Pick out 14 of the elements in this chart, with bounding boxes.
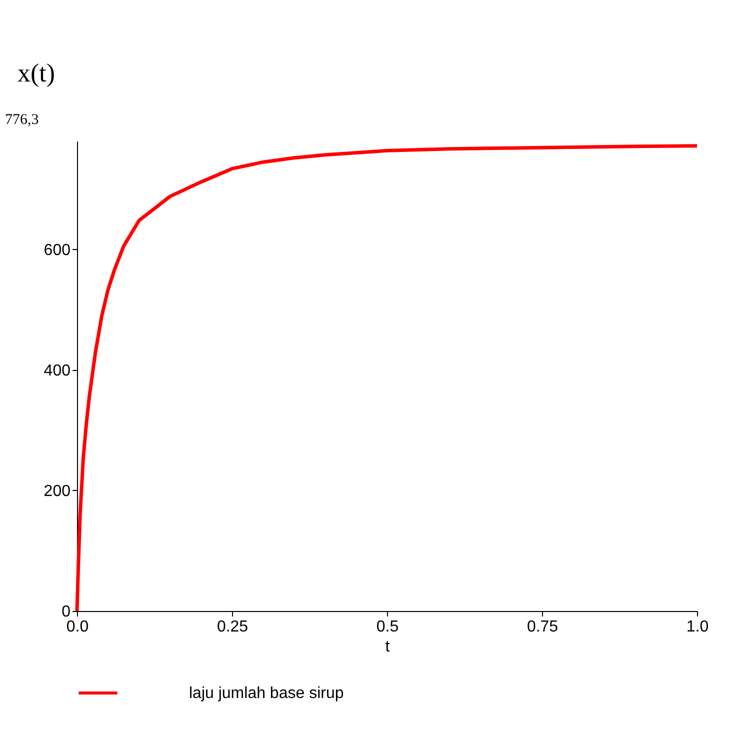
y-tick-label: 200	[44, 482, 71, 500]
x-tick-label: 1.0	[686, 618, 709, 636]
x-tick-label: 0.25	[216, 618, 248, 636]
y-axis-title: x(t)	[18, 58, 56, 88]
text: 776,3	[5, 112, 39, 128]
line-series	[75, 144, 699, 613]
y-tick-label: 400	[44, 362, 71, 380]
x-tick-label: 0.0	[66, 618, 89, 636]
x-tick-label: 0.75	[526, 618, 558, 636]
x-axis-title: t	[385, 638, 390, 656]
y-tick-label: 0	[62, 604, 71, 620]
text: laju jumlah base sirup	[189, 685, 344, 702]
y-tick-label: 600	[44, 242, 71, 259]
x-tick-label: 0.5	[376, 618, 399, 636]
